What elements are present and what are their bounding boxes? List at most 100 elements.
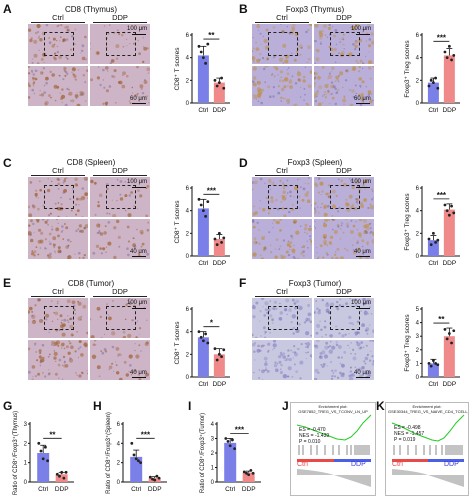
bar-chart-e: 0 2 4 6 CD8⁺ T scores Ctrl DDP *: [174, 307, 230, 388]
data-point: [432, 81, 435, 84]
zoom-region-box: [44, 306, 74, 330]
y-tick-label: 2: [416, 348, 420, 354]
group-underline: [93, 22, 147, 23]
data-point: [199, 203, 203, 207]
data-point: [148, 475, 152, 479]
scale-bar-label-top: 100 μm: [127, 300, 148, 306]
group-underline: [317, 22, 371, 23]
group-underline: [317, 296, 371, 297]
scale-bar-label-top: 100 μm: [351, 179, 372, 185]
data-point: [213, 237, 217, 241]
group-underline: [93, 175, 147, 176]
y-axis-label: Ratio of CD8⁺/Foxp3⁺(Tumor): [199, 413, 206, 493]
panel-label-j: J: [282, 399, 289, 413]
category-label-ddp: DDP: [442, 260, 456, 267]
y-tick-label: 2: [416, 231, 420, 237]
group-label-ctrl: Ctrl: [52, 166, 64, 175]
data-point: [447, 332, 451, 335]
data-point: [434, 362, 437, 365]
data-point: [452, 54, 456, 57]
gsea-j-title: Enrichment plot: GSE7852_TREG_VS_TCONV_L…: [298, 404, 368, 414]
group-underline: [317, 175, 371, 176]
data-point: [215, 243, 219, 247]
chart-g: 0 1 2 3 Ratio of CD8⁺/Foxp3⁺(Thymus) Ctrl DDP *…: [0, 410, 90, 498]
micrograph-ctrl-zoom: [28, 66, 88, 106]
micrograph-ctrl-zoom: [28, 219, 88, 259]
bar-ctrl: [197, 208, 209, 256]
y-axis-label: CD8⁺ T scores: [174, 200, 181, 244]
category-label-ddp: DDP: [212, 381, 226, 388]
data-point: [249, 469, 253, 472]
data-point: [46, 459, 49, 463]
y-axis-label: CD8⁺ T scores: [174, 321, 181, 365]
chart-b: 0 2 4 6 Foxp3⁺ Treg scores Ctrl DDP ***: [396, 25, 462, 117]
y-axis-label: CD8⁺ T scores: [174, 47, 181, 91]
gsea-k-ranked-bar-right: [428, 459, 464, 462]
panel-label-i: I: [188, 399, 192, 413]
panel-label-e: E: [3, 276, 12, 290]
gsea-k-graphic: [391, 414, 465, 487]
y-tick-label: 4: [211, 422, 215, 428]
y-tick-label: 2: [117, 461, 121, 467]
significance-stars: ***: [141, 430, 151, 439]
data-point: [58, 474, 61, 478]
data-point: [153, 478, 157, 482]
y-tick-label: 6: [186, 307, 190, 313]
bar-chart-a: 0 2 4 6 CD8⁺ T scores Ctrl DDP **: [174, 31, 230, 114]
data-point: [220, 241, 223, 244]
panel-f-title: Foxp3 (Tumor): [288, 279, 342, 288]
zoom-region-box: [106, 185, 136, 209]
data-point: [197, 44, 201, 48]
zoom-region-box: [268, 32, 298, 56]
scale-bar: [132, 256, 146, 257]
y-tick-label: 2: [24, 441, 28, 447]
zoom-region-box: [330, 306, 360, 330]
y-tick-label: 6: [117, 422, 121, 428]
data-point: [450, 204, 453, 208]
data-point: [217, 352, 221, 356]
data-point: [436, 363, 440, 367]
significance-stars: *: [210, 319, 214, 328]
gsea-j-ranked-bar-right: [334, 459, 371, 462]
panel-e-title: CD8 (Tumor): [67, 279, 115, 288]
group-underline: [255, 296, 309, 297]
data-point: [432, 231, 435, 235]
data-point: [222, 348, 226, 352]
scale-bar: [356, 34, 370, 35]
significance-stars: ***: [437, 33, 447, 42]
category-label-ctrl: Ctrl: [198, 107, 209, 114]
scale-bar: [356, 256, 370, 257]
gsea-j-enrichment-curve: [296, 414, 372, 441]
data-point: [427, 84, 431, 88]
scale-bar-label-top: 100 μm: [127, 26, 148, 32]
data-point: [64, 470, 68, 474]
y-tick-label: 4: [416, 56, 420, 62]
data-point: [55, 472, 59, 476]
scale-bar: [132, 187, 146, 188]
chart-e: 0 2 4 6 CD8⁺ T scores Ctrl DDP *: [166, 299, 232, 391]
data-point: [452, 211, 456, 215]
micrograph-ctrl-zoom: [252, 66, 312, 106]
bar-ctrl: [427, 240, 439, 256]
data-point: [199, 335, 203, 339]
data-point: [204, 332, 207, 336]
scale-bar: [132, 34, 146, 35]
bar-ctrl: [197, 55, 209, 103]
y-axis-label: Foxp3⁺ Treg scores: [404, 314, 411, 372]
group-label-ddp: DDP: [336, 166, 352, 175]
panel-label-a: A: [3, 2, 12, 16]
data-point: [157, 476, 161, 480]
data-point: [443, 50, 447, 54]
y-tick-label: 0: [211, 480, 215, 486]
category-label-ctrl: Ctrl: [428, 260, 439, 267]
category-label-ctrl: Ctrl: [198, 260, 209, 267]
y-tick-label: 3: [24, 422, 28, 428]
category-label-ddp: DDP: [55, 486, 69, 493]
y-tick-label: 0: [186, 375, 190, 381]
bar-chart-d: 0 2 4 6 Foxp3⁺ Treg scores Ctrl DDP ***: [404, 186, 460, 267]
data-point: [217, 81, 221, 84]
y-tick-label: 1: [416, 361, 420, 367]
y-tick-label: 4: [186, 56, 190, 62]
scale-bar: [132, 377, 146, 378]
bar-ddp: [242, 472, 255, 482]
